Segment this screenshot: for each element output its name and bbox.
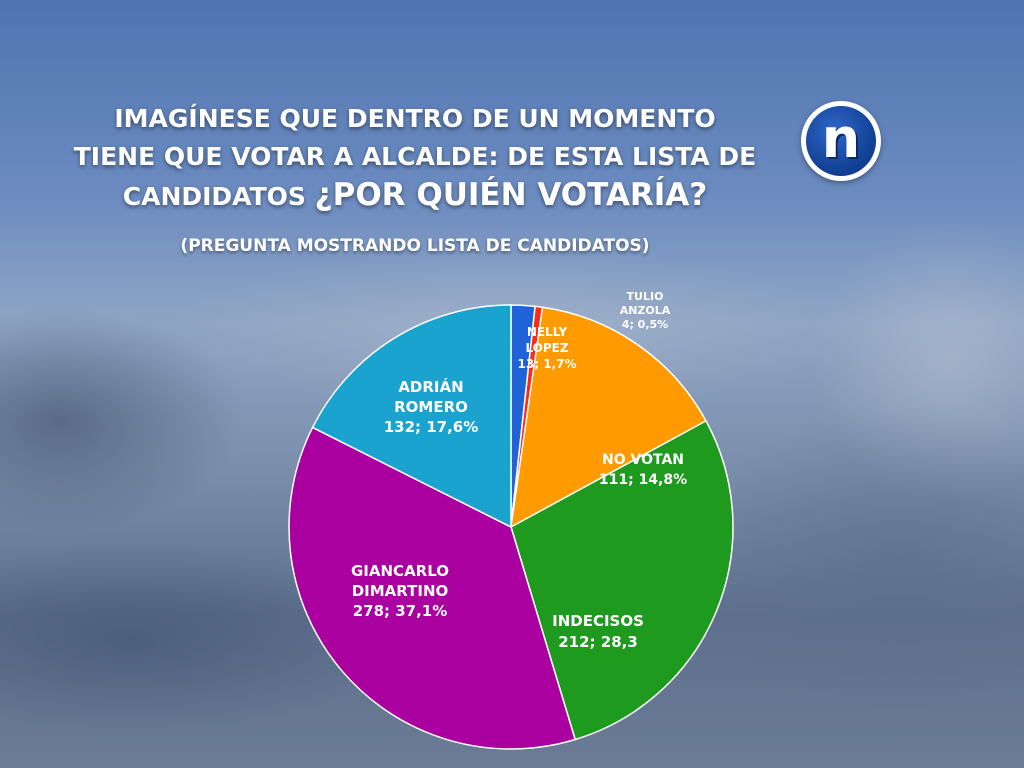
pie-slice-giancarlo-dimartino [288,426,577,750]
slice-label-indecisos: INDECISOS 212; 28,3 [552,612,644,651]
slice-label-no-votan: NO VOTAN 111; 14,8% [599,452,687,488]
logo-letter: n [821,107,861,170]
title-line-1: IMAGÍNESE QUE DENTRO DE UN MOMENTO [114,104,716,133]
title-question: ¿POR QUIÉN VOTARÍA? [314,177,708,213]
pie-slice-adri-n-romero [311,304,512,529]
title-line-2: TIENE QUE VOTAR A ALCALDE: DE ESTA LISTA… [73,142,757,171]
pie-slice-no-votan [510,306,708,529]
brand-logo: n [801,101,881,181]
pie-slice-indecisos [510,419,734,741]
title-line-3a: CANDIDATOS [122,182,306,211]
chart-subtitle: (PREGUNTA MOSTRANDO LISTA DE CANDIDATOS) [180,236,650,256]
chart-title: IMAGÍNESE QUE DENTRO DE UN MOMENTO TIENE… [40,100,790,216]
slice-label-nelly-l-pez: NELLY LÓPEZ 13; 1,7% [518,325,577,371]
slice-label-adri-n-romero: ADRIÁN ROMERO 132; 17,6% [384,377,479,436]
slice-label-tulio-anzola: TULIO ANZOLA 4; 0,5% [620,290,671,331]
slice-label-giancarlo-dimartino: GIANCARLO DIMARTINO 278; 37,1% [351,562,449,620]
